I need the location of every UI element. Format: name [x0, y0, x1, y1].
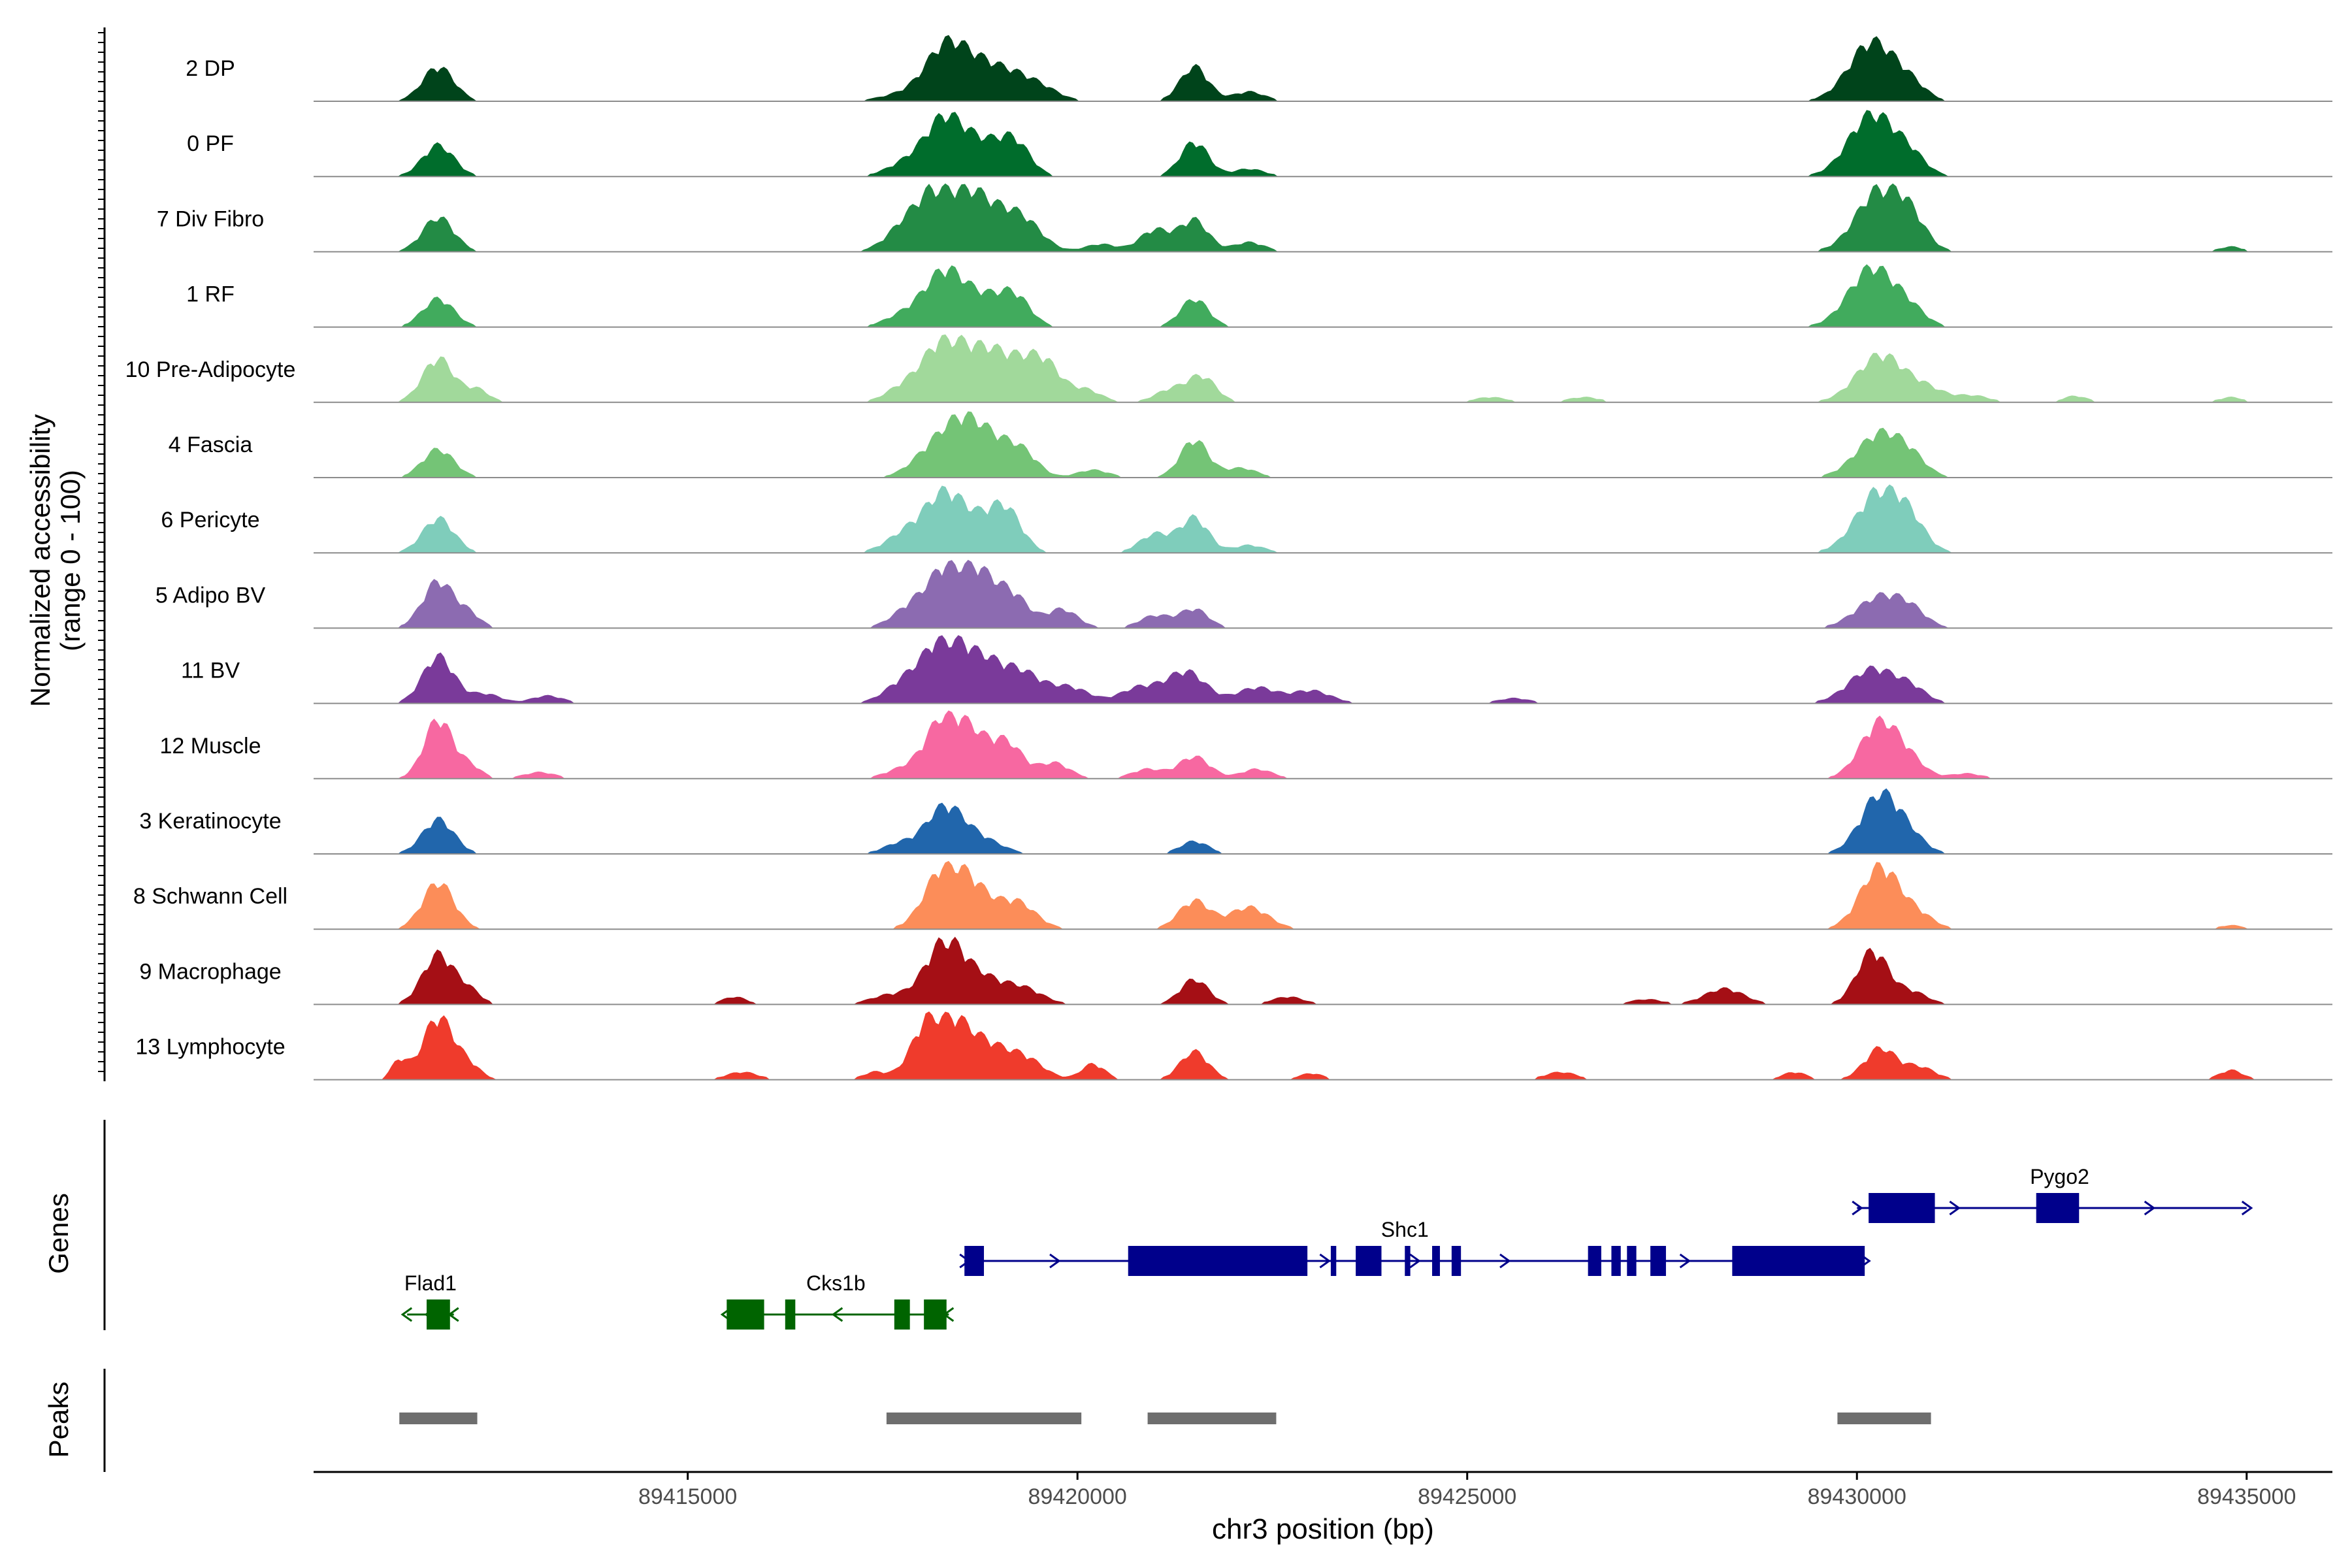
x-tick-label: 89415000 [638, 1484, 737, 1509]
track-6: 4 Fascia [169, 411, 2332, 478]
track-7: 6 Pericyte [161, 484, 2332, 554]
track-label: 7 Div Fibro [157, 206, 264, 231]
gene-exon [894, 1299, 910, 1330]
strand-arrow [1852, 1200, 1863, 1216]
track-label: 1 RF [186, 282, 235, 307]
gene-exon [1451, 1246, 1462, 1276]
track-2: 0 PF [187, 110, 2332, 178]
track-label: 12 Muscle [160, 734, 261, 759]
gene-exon [1627, 1246, 1637, 1276]
peak-region [886, 1413, 1082, 1424]
track-10: 12 Muscle [160, 710, 2332, 779]
peak-region [1837, 1413, 1931, 1424]
track-label: 10 Pre-Adipocyte [125, 357, 296, 382]
track-label: 5 Adipo BV [155, 583, 266, 608]
gene-exon [1650, 1246, 1666, 1276]
peaks-panel-title: Peaks [43, 1382, 74, 1458]
gene-exon [1732, 1246, 1865, 1276]
gene-annotation-track: Flad1 Cks1b Shc1 Pygo2 [400, 1165, 2253, 1330]
strand-arrow [2144, 1200, 2156, 1216]
strand-arrow [831, 1307, 843, 1322]
strand-arrow [1499, 1253, 1511, 1269]
track-label: 3 Keratinocyte [139, 809, 281, 834]
track-label: 2 DP [186, 56, 235, 81]
track-13: 9 Macrophage [139, 936, 2332, 1005]
gene-label: Cks1b [806, 1271, 866, 1295]
track-1: 2 DP [186, 35, 2332, 102]
gene-shc1: Shc1 [959, 1218, 1871, 1276]
peak-region [399, 1413, 478, 1424]
y-axis-title-line2: (range 0 - 100) [55, 470, 86, 651]
gene-exon [1588, 1246, 1601, 1276]
strand-arrow [1679, 1253, 1691, 1269]
strand-arrow [1319, 1253, 1331, 1269]
gene-exon [924, 1299, 947, 1330]
track-8: 5 Adipo BV [155, 559, 2332, 629]
track-label: 13 Lymphocyte [135, 1035, 285, 1060]
gene-exon [426, 1299, 450, 1330]
x-tick-label: 89420000 [1028, 1484, 1127, 1509]
track-label: 9 Macrophage [139, 959, 281, 984]
gene-exon [727, 1299, 764, 1330]
gene-exon [1356, 1246, 1382, 1276]
x-tick-label: 89430000 [1808, 1484, 1906, 1509]
coverage-y-ticks [98, 32, 105, 1072]
track-3: 7 Div Fibro [157, 183, 2332, 253]
x-tick-label: 89435000 [2197, 1484, 2296, 1509]
coverage-tracks: 2 DP 0 PF 7 Div Fibro 1 RF 10 Pre-Adipocyte 4… [125, 35, 2332, 1081]
strand-arrow [1409, 1253, 1421, 1269]
gene-exon [1611, 1246, 1621, 1276]
gene-pygo2: Pygo2 [1852, 1165, 2253, 1223]
y-axis-title-line1: Normalized accessibility [25, 414, 56, 707]
track-12: 8 Schwann Cell [133, 860, 2332, 930]
track-label: 0 PF [187, 131, 234, 156]
gene-label: Pygo2 [2030, 1165, 2089, 1188]
gene-label: Shc1 [1381, 1218, 1429, 1241]
strand-arrow [400, 1307, 413, 1322]
genes-panel-title: Genes [43, 1193, 74, 1274]
peak-region [1147, 1413, 1277, 1424]
gene-exon [1330, 1246, 1337, 1276]
track-5: 10 Pre-Adipocyte [125, 334, 2332, 403]
track-label: 11 BV [181, 659, 240, 683]
strand-arrow [2241, 1200, 2253, 1216]
gene-exon [785, 1299, 796, 1330]
x-axis-title: chr3 position (bp) [1212, 1513, 1434, 1545]
track-11: 3 Keratinocyte [139, 788, 2332, 855]
gene-exon [1405, 1246, 1411, 1276]
x-tick-label: 89425000 [1418, 1484, 1516, 1509]
gene-flad1: Flad1 [400, 1271, 459, 1330]
track-label: 6 Pericyte [161, 508, 259, 532]
track-label: 4 Fascia [169, 433, 253, 457]
gene-cks1b: Cks1b [720, 1271, 955, 1330]
gene-exon [964, 1246, 985, 1276]
strand-arrow [1049, 1253, 1061, 1269]
track-14: 13 Lymphocyte [135, 1011, 2332, 1081]
gene-label: Flad1 [404, 1271, 457, 1295]
gene-exon [1128, 1246, 1308, 1276]
gene-exon [1432, 1246, 1440, 1276]
gene-exon [1869, 1193, 1935, 1223]
strand-arrow [1949, 1200, 1961, 1216]
x-axis-ticks: 89415000 89420000 89425000 89430000 89435000 [638, 1472, 2296, 1509]
track-4: 1 RF [186, 264, 2332, 328]
gene-exon [2036, 1193, 2080, 1223]
peaks-track [399, 1413, 1931, 1424]
track-label: 8 Schwann Cell [133, 884, 287, 909]
track-9: 11 BV [181, 635, 2332, 704]
